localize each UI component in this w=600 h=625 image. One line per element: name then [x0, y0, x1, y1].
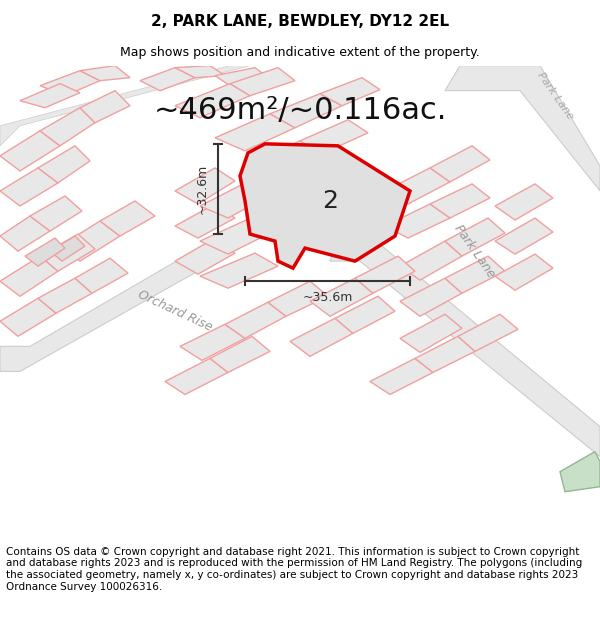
Polygon shape	[175, 66, 225, 78]
Polygon shape	[38, 278, 92, 313]
Text: ~469m²/~0.116ac.: ~469m²/~0.116ac.	[154, 96, 446, 125]
Polygon shape	[430, 184, 490, 218]
Polygon shape	[175, 84, 250, 118]
Polygon shape	[560, 452, 600, 492]
Text: Orchard Rise: Orchard Rise	[136, 288, 214, 334]
Polygon shape	[495, 184, 553, 220]
Polygon shape	[38, 146, 90, 183]
Polygon shape	[430, 146, 490, 182]
Polygon shape	[495, 254, 553, 290]
Polygon shape	[215, 114, 295, 151]
Polygon shape	[25, 238, 65, 266]
Polygon shape	[0, 256, 58, 296]
Polygon shape	[20, 84, 80, 107]
Text: 2, PARK LANE, BEWDLEY, DY12 2EL: 2, PARK LANE, BEWDLEY, DY12 2EL	[151, 14, 449, 29]
Polygon shape	[300, 120, 368, 154]
Polygon shape	[0, 166, 340, 371]
Polygon shape	[140, 68, 195, 91]
Polygon shape	[200, 216, 278, 254]
Polygon shape	[385, 168, 450, 204]
Text: ~35.6m: ~35.6m	[302, 291, 353, 304]
Polygon shape	[310, 278, 373, 316]
Polygon shape	[458, 314, 518, 351]
Polygon shape	[335, 296, 395, 333]
Polygon shape	[0, 168, 58, 206]
Polygon shape	[400, 278, 462, 316]
Polygon shape	[355, 256, 415, 293]
Polygon shape	[200, 253, 278, 288]
Polygon shape	[215, 68, 268, 86]
Polygon shape	[400, 241, 462, 280]
Polygon shape	[200, 178, 278, 218]
Polygon shape	[495, 218, 553, 254]
Polygon shape	[370, 358, 433, 394]
Polygon shape	[385, 204, 450, 238]
Polygon shape	[445, 256, 505, 293]
Polygon shape	[80, 66, 130, 81]
Polygon shape	[445, 218, 505, 256]
Text: Park Lane: Park Lane	[452, 222, 498, 280]
Polygon shape	[240, 144, 410, 268]
Polygon shape	[40, 107, 95, 146]
Polygon shape	[270, 94, 342, 128]
Polygon shape	[0, 66, 250, 146]
Polygon shape	[100, 201, 155, 236]
Polygon shape	[175, 204, 235, 238]
Polygon shape	[40, 234, 95, 271]
Polygon shape	[165, 358, 228, 394]
Polygon shape	[330, 236, 600, 457]
Polygon shape	[230, 68, 295, 96]
Polygon shape	[175, 238, 235, 274]
Polygon shape	[445, 66, 600, 191]
Polygon shape	[80, 91, 130, 123]
Text: Contains OS data © Crown copyright and database right 2021. This information is : Contains OS data © Crown copyright and d…	[6, 547, 582, 592]
Polygon shape	[75, 258, 128, 293]
Polygon shape	[268, 281, 328, 316]
Polygon shape	[50, 236, 85, 261]
Polygon shape	[175, 168, 235, 204]
Polygon shape	[40, 71, 100, 96]
Polygon shape	[0, 131, 60, 171]
Polygon shape	[225, 302, 286, 338]
Polygon shape	[320, 78, 380, 106]
Polygon shape	[0, 298, 56, 336]
Text: Park Lane: Park Lane	[535, 70, 575, 121]
Polygon shape	[60, 221, 120, 261]
Text: Map shows position and indicative extent of the property.: Map shows position and indicative extent…	[120, 46, 480, 59]
Polygon shape	[210, 336, 270, 372]
Polygon shape	[245, 141, 322, 178]
Polygon shape	[290, 318, 353, 356]
Polygon shape	[415, 336, 475, 372]
Polygon shape	[0, 216, 50, 251]
Text: ~32.6m: ~32.6m	[196, 164, 209, 214]
Polygon shape	[30, 196, 82, 231]
Polygon shape	[400, 314, 462, 352]
Polygon shape	[180, 324, 245, 361]
Text: 2: 2	[322, 189, 338, 213]
